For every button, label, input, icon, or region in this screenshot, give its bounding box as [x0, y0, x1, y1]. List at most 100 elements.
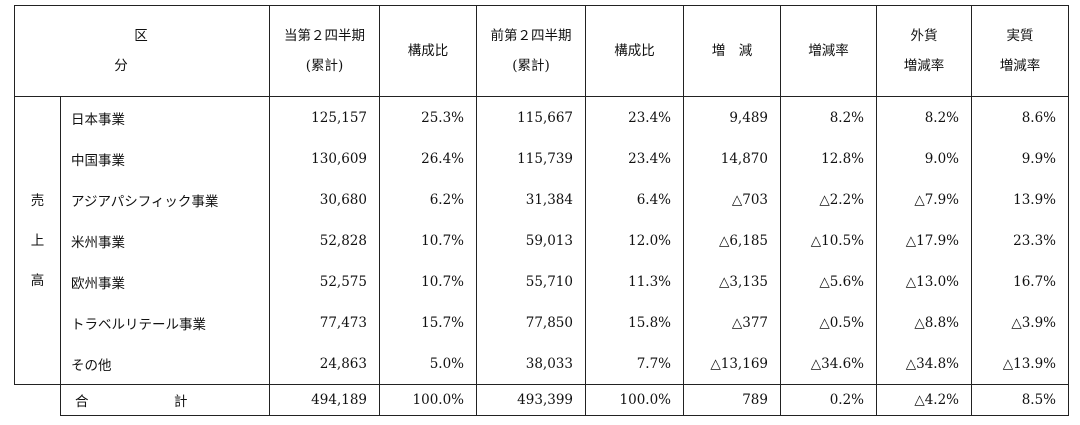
- header-fx-line1: 外貨: [910, 28, 938, 44]
- total-change: 789: [683, 384, 781, 416]
- header-change-rate: 増減率: [780, 5, 877, 97]
- fx-rate-value: △7.9%: [876, 179, 972, 220]
- table-row: 欧州事業 52,575 10.7% 55,710 11.3% △3,135 △5…: [15, 261, 1069, 302]
- table-row: トラベルリテール事業 77,473 15.7% 77,850 15.8% △37…: [15, 302, 1069, 343]
- segment-name: トラベルリテール事業: [60, 302, 270, 343]
- ratio2-value: 15.8%: [585, 302, 684, 343]
- real-rate-value: 8.6%: [971, 96, 1069, 138]
- segment-name: アジアパシフィック事業: [60, 179, 270, 220]
- header-previous-line2: (累計): [512, 58, 550, 74]
- fx-rate-value: 8.2%: [876, 96, 972, 138]
- segment-name: 米州事業: [60, 220, 270, 261]
- header-real-rate: 実質 増減率: [971, 5, 1069, 97]
- change-value: △703: [683, 179, 781, 220]
- change-rate-value: △0.5%: [780, 302, 877, 343]
- previous-value: 31,384: [476, 179, 586, 220]
- fx-rate-value: △8.8%: [876, 302, 972, 343]
- ratio2-value: 12.0%: [585, 220, 684, 261]
- ratio2-value: 23.4%: [585, 96, 684, 138]
- header-row: 区 分 当第２四半期 (累計) 構成比 前第２四半期 (累計) 構成比 増 減 増減…: [14, 5, 1069, 97]
- group-label-sales: 売 上 高: [14, 96, 61, 385]
- total-label: 合 計: [60, 384, 270, 416]
- header-real-line2: 増減率: [999, 58, 1041, 74]
- change-rate-value: 12.8%: [780, 138, 877, 179]
- previous-value: 55,710: [476, 261, 586, 302]
- total-ratio1: 100.0%: [379, 384, 477, 416]
- header-category-label: 区 分: [114, 28, 301, 74]
- previous-value: 38,033: [476, 343, 586, 385]
- table-row: アジアパシフィック事業 30,680 6.2% 31,384 6.4% △703…: [15, 179, 1069, 220]
- change-value: △377: [683, 302, 781, 343]
- real-rate-value: 16.7%: [971, 261, 1069, 302]
- group-label-char: 高: [30, 272, 45, 289]
- ratio1-value: 6.2%: [379, 179, 477, 220]
- previous-value: 115,739: [476, 138, 586, 179]
- change-rate-value: △5.6%: [780, 261, 877, 302]
- ratio1-value: 15.7%: [379, 302, 477, 343]
- fx-rate-value: △34.8%: [876, 343, 972, 385]
- change-value: 9,489: [683, 96, 781, 138]
- change-rate-value: △10.5%: [780, 220, 877, 261]
- header-previous-line1: 前第２四半期: [490, 28, 572, 44]
- header-fx-line2: 増減率: [903, 58, 945, 74]
- total-real-rate: 8.5%: [971, 384, 1069, 416]
- sales-table: 区 分 当第２四半期 (累計) 構成比 前第２四半期 (累計) 構成比 増 減 増減…: [14, 5, 1069, 416]
- header-change: 増 減: [683, 5, 781, 97]
- ratio2-value: 11.3%: [585, 261, 684, 302]
- fx-rate-value: △13.0%: [876, 261, 972, 302]
- real-rate-value: 23.3%: [971, 220, 1069, 261]
- total-fx-rate: △4.2%: [876, 384, 972, 416]
- header-current-line1: 当第２四半期: [284, 28, 365, 44]
- total-spacer: [14, 384, 61, 416]
- ratio1-value: 26.4%: [379, 138, 477, 179]
- header-current: 当第２四半期 (累計): [269, 5, 380, 97]
- segment-name: 欧州事業: [60, 261, 270, 302]
- table-row: 中国事業 130,609 26.4% 115,739 23.4% 14,870 …: [15, 138, 1069, 179]
- group-label-char: 上: [30, 232, 45, 249]
- previous-value: 59,013: [476, 220, 586, 261]
- current-value: 52,828: [269, 220, 380, 261]
- current-value: 130,609: [269, 138, 380, 179]
- current-value: 125,157: [269, 96, 380, 138]
- ratio2-value: 6.4%: [585, 179, 684, 220]
- total-row: 合 計 494,189 100.0% 493,399 100.0% 789 0.…: [14, 384, 1069, 416]
- change-value: 14,870: [683, 138, 781, 179]
- ratio1-value: 10.7%: [379, 220, 477, 261]
- change-value: △13,169: [683, 343, 781, 385]
- fx-rate-value: △17.9%: [876, 220, 972, 261]
- header-ratio1: 構成比: [379, 5, 477, 97]
- header-current-line2: (累計): [305, 58, 344, 74]
- change-rate-value: 8.2%: [780, 96, 877, 138]
- real-rate-value: 9.9%: [971, 138, 1069, 179]
- table-row: 売 上 高 日本事業 125,157 25.3% 115,667 23.4% 9…: [14, 96, 1069, 385]
- real-rate-value: △3.9%: [971, 302, 1069, 343]
- segment-name: 日本事業: [60, 96, 270, 138]
- real-rate-value: 13.9%: [971, 179, 1069, 220]
- previous-value: 115,667: [476, 96, 586, 138]
- current-value: 77,473: [269, 302, 380, 343]
- current-value: 52,575: [269, 261, 380, 302]
- header-real-line1: 実質: [1006, 28, 1034, 44]
- group-label-char: 売: [30, 192, 45, 209]
- sales-table-container: 区 分 当第２四半期 (累計) 構成比 前第２四半期 (累計) 構成比 増 減 増減…: [14, 5, 1069, 416]
- table-row: 米州事業 52,828 10.7% 59,013 12.0% △6,185 △1…: [15, 220, 1069, 261]
- change-value: △3,135: [683, 261, 781, 302]
- header-category: 区 分: [14, 5, 270, 97]
- total-current: 494,189: [269, 384, 380, 416]
- previous-value: 77,850: [476, 302, 586, 343]
- fx-rate-value: 9.0%: [876, 138, 972, 179]
- segment-name: その他: [60, 343, 270, 385]
- change-value: △6,185: [683, 220, 781, 261]
- segment-name: 中国事業: [60, 138, 270, 179]
- header-fx-rate: 外貨 増減率: [876, 5, 972, 97]
- ratio2-value: 7.7%: [585, 343, 684, 385]
- table-row: その他 24,863 5.0% 38,033 7.7% △13,169 △34.…: [15, 343, 1069, 385]
- total-previous: 493,399: [476, 384, 586, 416]
- change-rate-value: △2.2%: [780, 179, 877, 220]
- ratio1-value: 25.3%: [379, 96, 477, 138]
- total-change-rate: 0.2%: [780, 384, 877, 416]
- header-previous: 前第２四半期 (累計): [476, 5, 586, 97]
- ratio1-value: 5.0%: [379, 343, 477, 385]
- total-ratio2: 100.0%: [585, 384, 684, 416]
- current-value: 30,680: [269, 179, 380, 220]
